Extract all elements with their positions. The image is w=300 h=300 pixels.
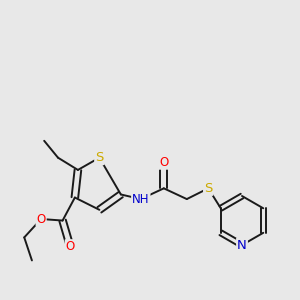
Text: N: N: [237, 238, 247, 252]
Text: NH: NH: [132, 193, 149, 206]
Text: O: O: [66, 240, 75, 253]
Text: O: O: [37, 212, 46, 226]
Text: S: S: [95, 151, 103, 164]
Text: O: O: [159, 156, 168, 169]
Text: S: S: [204, 182, 212, 195]
